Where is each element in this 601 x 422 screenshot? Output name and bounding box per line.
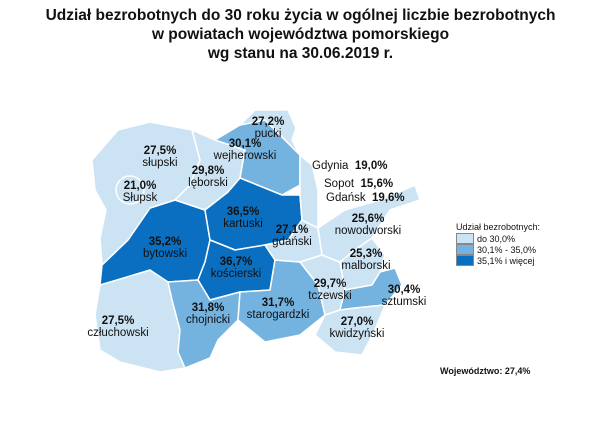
name-gdanski: gdański bbox=[272, 236, 312, 248]
value-gdynia: 19,0% bbox=[354, 160, 388, 172]
name-bytowski: bytowski bbox=[142, 248, 188, 260]
label-malborski: 25,3% malborski bbox=[341, 248, 390, 272]
legend-title: Udział bezrobotnych: bbox=[456, 222, 541, 232]
title-line-1: Udział bezrobotnych do 30 roku życia w o… bbox=[45, 7, 556, 24]
label-gdanski: 27,1% gdański bbox=[272, 224, 312, 248]
label-kwidzynski: 27,0% kwidzyński bbox=[330, 316, 385, 340]
label-wejherowski: 30,1% wejherowski bbox=[214, 138, 277, 162]
value-kwidzynski: 27,0% bbox=[340, 316, 374, 328]
value-sopot: 15,6% bbox=[360, 178, 394, 190]
legend-item-high: 35,1% i więcej bbox=[456, 255, 540, 266]
value-gdanski: 27,1% bbox=[275, 224, 309, 236]
value-slupski: 27,5% bbox=[143, 145, 177, 157]
label-city-gdansk: Gdańsk 19,6% bbox=[326, 192, 405, 204]
name-czluchowski: człuchowski bbox=[87, 327, 149, 339]
name-chojnicki: chojnicki bbox=[185, 314, 231, 326]
region-slupsk bbox=[115, 175, 145, 205]
label-nowodworski: 25,6% nowodworski bbox=[335, 213, 401, 237]
value-sztumski: 30,4% bbox=[387, 284, 421, 296]
label-leborski: 29,8% lęborski bbox=[188, 165, 228, 189]
name-koscierski: kościerski bbox=[210, 268, 262, 280]
value-tczewski: 29,7% bbox=[313, 278, 347, 290]
title-line-3: wg stanu na 30.06.2019 r. bbox=[207, 45, 394, 62]
legend-swatch-high bbox=[456, 255, 474, 266]
label-czluchowski: 27,5% człuchowski bbox=[87, 315, 148, 339]
name-slupski: słupski bbox=[142, 157, 178, 169]
legend-label-low: do 30,0% bbox=[477, 233, 516, 244]
legend-item-mid: 30,1% - 35,0% bbox=[456, 244, 540, 255]
name-starogardzki: starogardzki bbox=[246, 309, 310, 321]
region-nowodworski bbox=[317, 184, 421, 263]
name-slupsk: Słupsk bbox=[122, 192, 158, 204]
legend-label-mid: 30,1% - 35,0% bbox=[477, 244, 537, 255]
name-gdansk: Gdańsk bbox=[326, 192, 366, 204]
name-sztumski: sztumski bbox=[381, 296, 427, 308]
label-pucki: 27,2% pucki bbox=[252, 116, 285, 140]
value-malborski: 25,3% bbox=[349, 248, 383, 260]
name-malborski: malborski bbox=[341, 260, 391, 272]
label-city-sopot: Sopot 15,6% bbox=[324, 178, 393, 190]
region-chojnicki bbox=[167, 279, 241, 369]
value-wejherowski: 30,1% bbox=[228, 138, 262, 150]
region-slupski bbox=[91, 121, 201, 266]
name-tczewski: tczewski bbox=[308, 290, 352, 302]
label-koscierski: 36,7% kościerski bbox=[211, 256, 261, 280]
value-koscierski: 36,7% bbox=[219, 256, 253, 268]
name-kartuski: kartuski bbox=[223, 218, 263, 230]
value-nowodworski: 25,6% bbox=[351, 213, 385, 225]
label-slupski: 27,5% słupski bbox=[142, 145, 177, 169]
name-sopot: Sopot bbox=[324, 178, 355, 190]
title-line-2: w powiatach województwa pomorskiego bbox=[151, 26, 450, 43]
value-pucki: 27,2% bbox=[251, 116, 285, 128]
value-kartuski: 36,5% bbox=[226, 206, 260, 218]
region-pucki bbox=[239, 109, 301, 156]
legend-item-low: do 30,0% bbox=[456, 233, 540, 244]
name-nowodworski: nowodworski bbox=[334, 225, 402, 237]
label-tczewski: 29,7% tczewski bbox=[308, 278, 351, 302]
region-tricity bbox=[299, 154, 319, 229]
region-kwidzynski bbox=[314, 304, 386, 356]
label-kartuski: 36,5% kartuski bbox=[223, 206, 263, 230]
label-chojnicki: 31,8% chojnicki bbox=[186, 302, 230, 326]
map-title: Udział bezrobotnych do 30 roku życia w o… bbox=[0, 6, 601, 63]
value-gdansk: 19,6% bbox=[372, 192, 405, 204]
value-bytowski: 35,2% bbox=[148, 236, 182, 248]
label-city-gdynia: Gdynia 19,0% bbox=[312, 160, 387, 172]
map-legend: Udział bezrobotnych: do 30,0% 30,1% - 35… bbox=[456, 222, 540, 266]
legend-swatch-mid bbox=[456, 244, 474, 255]
value-starogardzki: 31,7% bbox=[261, 297, 295, 309]
value-slupsk: 21,0% bbox=[123, 180, 157, 192]
value-leborski: 29,8% bbox=[191, 165, 225, 177]
name-pucki: pucki bbox=[254, 128, 282, 140]
legend-label-high: 35,1% i więcej bbox=[477, 255, 535, 266]
name-wejherowski: wejherowski bbox=[213, 150, 277, 162]
label-bytowski: 35,2% bytowski bbox=[143, 236, 187, 260]
name-gdynia: Gdynia bbox=[312, 160, 349, 172]
voivodeship-total: Województwo: 27,4% bbox=[440, 366, 531, 376]
name-kwidzynski: kwidzyński bbox=[329, 328, 385, 340]
name-leborski: lęborski bbox=[188, 177, 228, 189]
label-slupsk: 21,0% Słupsk bbox=[123, 180, 158, 204]
value-czluchowski: 27,5% bbox=[101, 315, 135, 327]
legend-swatch-low bbox=[456, 233, 474, 244]
label-starogardzki: 31,7% starogardzki bbox=[247, 297, 310, 321]
label-sztumski: 30,4% sztumski bbox=[382, 284, 427, 308]
value-chojnicki: 31,8% bbox=[191, 302, 225, 314]
